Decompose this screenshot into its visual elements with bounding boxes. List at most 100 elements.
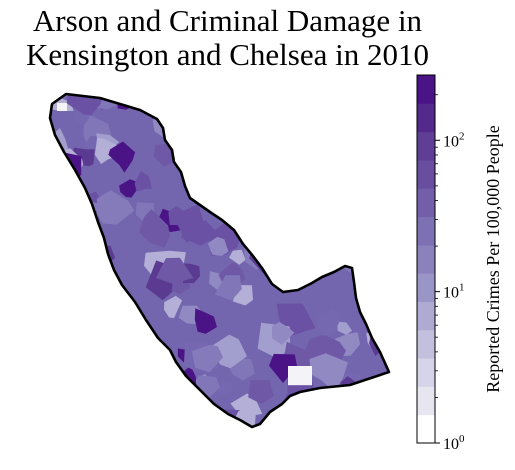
ward-area <box>137 94 159 104</box>
ward-area <box>194 308 217 334</box>
colorbar-tick-label: 102 <box>443 130 465 150</box>
ward-area <box>345 228 372 254</box>
ward-area <box>119 179 140 198</box>
ward-area <box>75 377 106 414</box>
ward-area <box>107 335 144 374</box>
ward-area <box>328 142 346 159</box>
ward-area <box>348 94 383 111</box>
ward-area <box>281 147 302 164</box>
ward-area <box>50 283 68 309</box>
ward-area <box>229 249 246 265</box>
ward-area <box>69 280 99 309</box>
ward-area <box>258 161 276 183</box>
colorbar-tick-label: 101 <box>443 282 465 302</box>
ward-area <box>202 417 219 427</box>
ward-area <box>133 94 161 107</box>
ward-area <box>356 156 384 180</box>
ward-area <box>213 112 233 141</box>
ward-area <box>66 405 100 427</box>
ward-area <box>271 321 295 345</box>
ward-area <box>50 152 82 182</box>
ward-area <box>53 331 81 354</box>
ward-area-low <box>57 103 67 111</box>
ward-area <box>332 114 350 128</box>
colorbar-band <box>417 131 435 161</box>
colorbar-band <box>417 301 435 331</box>
ward-area <box>269 353 298 383</box>
ward-area <box>309 353 348 392</box>
borough-fill <box>50 94 389 427</box>
ward-area <box>118 331 143 350</box>
colorbar: 100 101 102 Reported Crimes Per 100,000 Pe… <box>416 74 503 453</box>
ward-area <box>290 194 315 214</box>
ward-area <box>279 196 302 225</box>
colorbar-band <box>417 75 435 104</box>
colorbar-band <box>417 386 435 416</box>
ward-area <box>313 397 330 414</box>
colorbar-band <box>417 273 435 302</box>
ward-area <box>352 102 370 126</box>
ward-area <box>322 100 340 119</box>
ward-area <box>321 206 348 236</box>
ward-area <box>168 205 185 226</box>
colorbar-band <box>417 159 435 189</box>
ward-area <box>306 202 338 226</box>
ward-area <box>155 257 194 284</box>
ward-area <box>260 160 299 204</box>
colorbar-band <box>417 216 435 246</box>
colorbar-band <box>417 188 435 218</box>
colorbar-band <box>417 358 435 387</box>
ward-area <box>373 227 389 263</box>
ward-area-low <box>288 366 312 386</box>
ward-area <box>256 109 277 139</box>
colorbar-band <box>417 103 435 133</box>
ward-area <box>363 412 388 427</box>
ward-area <box>333 217 373 249</box>
ward-area <box>50 370 65 395</box>
ward-area <box>52 245 82 283</box>
ward-area <box>248 380 274 404</box>
ward-area <box>139 209 170 248</box>
ward-area <box>234 105 256 130</box>
ward-area <box>277 94 307 110</box>
ward-area <box>50 230 85 275</box>
colorbar-ticks: 100 101 102 <box>435 94 465 453</box>
ward-area <box>323 308 341 329</box>
ward-area <box>124 390 147 419</box>
colorbar-frame <box>416 74 436 444</box>
borough-outline <box>48 92 391 429</box>
map-title: Arson and Criminal Damage in Kensington … <box>0 4 455 72</box>
ward-area <box>346 391 371 417</box>
ward-area <box>234 143 257 164</box>
colorbar-band <box>417 414 435 444</box>
ward-area <box>176 94 191 103</box>
colorbar-label: Reported Crimes Per 100,000 People <box>483 125 503 392</box>
ward-area <box>326 399 365 427</box>
ward-area <box>164 295 183 319</box>
ward-area <box>292 179 324 212</box>
ward-area <box>371 129 389 155</box>
ward-area <box>185 94 209 104</box>
ward-area <box>92 284 117 313</box>
ward-area <box>101 352 119 375</box>
ward-area <box>207 236 229 256</box>
ward-area <box>337 321 353 335</box>
ward-area <box>105 392 140 424</box>
colorbar-gradient <box>417 75 435 444</box>
ward-area <box>180 220 220 246</box>
borough-map <box>48 92 391 429</box>
ward-area <box>334 168 352 190</box>
ward-area <box>333 180 360 208</box>
ward-area <box>303 242 321 262</box>
ward-area <box>297 394 318 409</box>
ward-area <box>341 230 356 247</box>
ward-area <box>53 158 67 176</box>
ward-area <box>96 190 135 225</box>
ward-area <box>287 206 322 247</box>
ward-area <box>316 219 358 264</box>
ward-area <box>50 191 72 219</box>
ward-area <box>218 381 234 397</box>
ward-area <box>235 179 258 201</box>
ward-area <box>214 275 242 301</box>
